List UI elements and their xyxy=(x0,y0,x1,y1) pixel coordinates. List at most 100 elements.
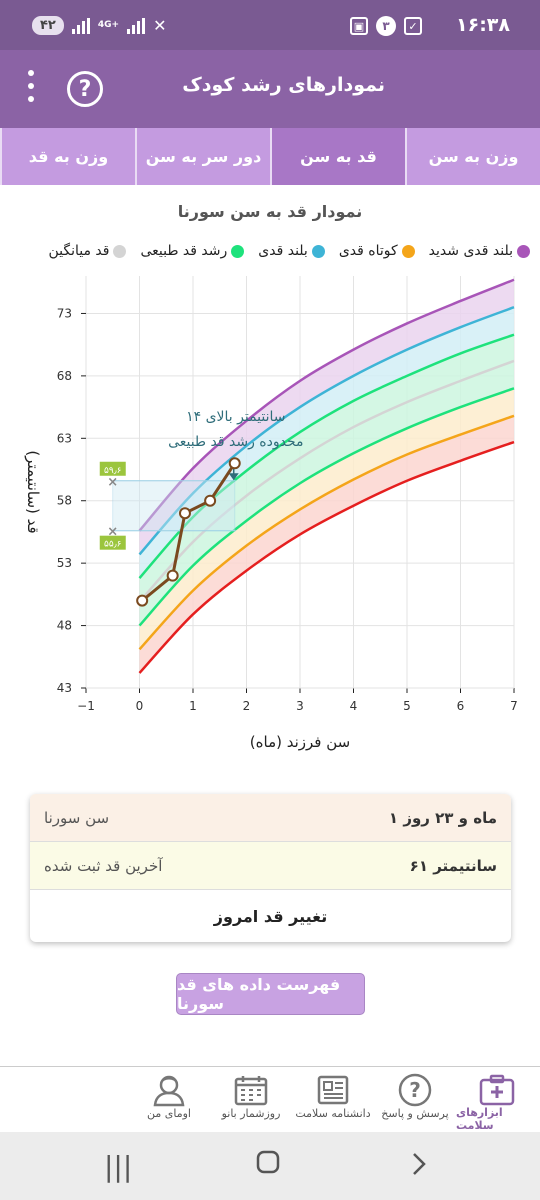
range-high-marker: × xyxy=(107,475,118,490)
legend-dot xyxy=(311,244,325,258)
status-time: ۱۶:۳۸ xyxy=(456,14,510,36)
nav-label: پرسش و پاسخ xyxy=(381,1107,449,1120)
child-height-point xyxy=(228,457,241,470)
legend-item: قد میانگین xyxy=(48,243,127,259)
recent-apps-button[interactable]: ||| xyxy=(104,1150,133,1183)
help-icon[interactable]: ? xyxy=(67,71,103,107)
system-nav-bar: ||| xyxy=(0,1132,540,1200)
normal-range-box xyxy=(112,480,236,532)
calendar-icon xyxy=(233,1073,269,1107)
home-button[interactable] xyxy=(256,1148,280,1183)
range-low-tag-label: ۵۵٫۶ xyxy=(104,540,122,550)
legend-label: بلند قدی شدید xyxy=(428,243,513,259)
age-value: ۱ ماه و ۲۳ روز xyxy=(388,808,497,827)
profile-icon xyxy=(151,1073,187,1107)
nav-label: ابزارهای سلامت xyxy=(456,1106,503,1132)
annotation-text: محدوده رشد قد طبیعی xyxy=(168,434,303,450)
page-title: نمودارهای رشد کودک xyxy=(182,74,385,96)
range-high-tag-bg xyxy=(99,461,126,476)
nav-calendar[interactable]: روزشمار بانو xyxy=(210,1067,292,1132)
x-tick-label: 3 xyxy=(296,699,304,713)
network-type: 4G+ xyxy=(97,20,120,30)
y-tick-label: 43 xyxy=(57,681,72,695)
y-tick-label: 68 xyxy=(57,369,72,383)
status-badges: ▣ ۳ ✓ xyxy=(350,16,422,36)
x-axis-label: سن فرزند (ماه) xyxy=(250,733,350,751)
chart-tabs: وزن به سن قد به سن دور سر به سن وزن به ق… xyxy=(0,128,540,185)
nav-qa[interactable]: ? پرسش و پاسخ xyxy=(374,1067,456,1132)
legend-dot xyxy=(401,244,415,258)
legend-label: قد میانگین xyxy=(48,243,110,259)
newspaper-icon xyxy=(315,1073,351,1107)
age-row: سن سورنا ۱ ماه و ۲۳ روز xyxy=(30,794,511,842)
annotation-arrow-head xyxy=(228,473,239,481)
y-tick-label: 48 xyxy=(57,619,72,633)
signal-icon-2 xyxy=(127,17,146,34)
height-label: آخرین قد ثبت شده xyxy=(44,856,163,875)
info-card: سن سورنا ۱ ماه و ۲۳ روز آخرین قد ثبت شده… xyxy=(30,794,511,942)
nav-label: روزشمار بانو xyxy=(221,1107,281,1120)
percentile-band xyxy=(139,307,514,579)
tab-weight-age[interactable]: وزن به سن xyxy=(405,128,540,185)
screen-record-icon: ▣ xyxy=(350,17,368,35)
change-height-button[interactable]: تغییر قد امروز xyxy=(213,906,328,926)
legend-item: بلند قدی شدید xyxy=(429,243,530,259)
legend-dot xyxy=(113,244,127,258)
child-height-point xyxy=(204,494,217,507)
series-line xyxy=(138,414,515,651)
legend-label: کوتاه قدی xyxy=(338,243,398,259)
series-line xyxy=(138,359,515,603)
legend-dot xyxy=(517,244,530,258)
signal-icon xyxy=(71,17,90,34)
back-button[interactable] xyxy=(410,1150,428,1185)
range-high-tag-label: ۵۹٫۶ xyxy=(104,466,122,476)
child-height-point xyxy=(166,569,179,582)
check-icon: ✓ xyxy=(404,17,422,35)
series-line xyxy=(138,387,515,627)
tab-height-age[interactable]: قد به سن xyxy=(270,128,405,185)
x-tick-label: −1 xyxy=(77,699,95,713)
y-tick-label: 58 xyxy=(57,494,72,508)
x-tick-label: 6 xyxy=(457,699,465,713)
series-line xyxy=(138,333,515,579)
status-left: ۴۲ 4G+ ✕ xyxy=(32,16,166,35)
bottom-nav: ابزارهای سلامت ? پرسش و پاسخ دانشنامه سل… xyxy=(0,1066,540,1132)
series-line xyxy=(138,306,515,556)
percentile-band xyxy=(139,334,514,602)
tab-weight-height[interactable]: وزن به قد xyxy=(0,128,135,185)
medical-kit-icon xyxy=(479,1073,515,1106)
series-line xyxy=(138,278,515,532)
mute-icon: ✕ xyxy=(153,16,167,35)
legend-label: رشد قد طبیعی xyxy=(140,243,228,259)
tab-head-age[interactable]: دور سر به سن xyxy=(135,128,270,185)
legend-item: بلند قدی xyxy=(258,243,325,259)
nav-profile[interactable]: اومای من xyxy=(128,1067,210,1132)
percentile-band xyxy=(139,388,514,650)
percentile-band xyxy=(139,279,514,555)
nav-health-tools[interactable]: ابزارهای سلامت xyxy=(456,1067,538,1132)
child-height-point xyxy=(178,507,191,520)
chart-legend: بلند قدی شدید کوتاه قدی بلند قدی رشد قد … xyxy=(10,243,530,259)
status-bar: ۱۶:۳۸ ▣ ۳ ✓ ۴۲ 4G+ ✕ xyxy=(0,0,540,50)
height-data-list-button[interactable]: فهرست داده های قد سورنا xyxy=(176,973,365,1015)
legend-item: رشد قد طبیعی xyxy=(140,243,245,259)
child-height-point xyxy=(136,594,149,607)
legend-dot xyxy=(231,244,245,258)
chart-title: نمودار قد به سن سورنا xyxy=(177,202,363,221)
nav-encyclopedia[interactable]: دانشنامه سلامت xyxy=(292,1067,374,1132)
y-axis-label: قد (سانتیمتر) xyxy=(24,450,42,533)
x-tick-label: 0 xyxy=(136,699,144,713)
nav-label: اومای من xyxy=(147,1107,191,1120)
y-tick-label: 53 xyxy=(57,556,72,570)
height-value: ۶۱ سانتیمتر xyxy=(409,856,497,875)
battery-indicator: ۴۲ xyxy=(32,16,64,35)
more-menu-icon[interactable] xyxy=(28,70,34,102)
notification-count-badge: ۳ xyxy=(376,16,396,36)
annotation-text: ۱۴ سانتیمتر بالای xyxy=(186,409,285,425)
height-row: آخرین قد ثبت شده ۶۱ سانتیمتر xyxy=(30,842,511,890)
percentile-band xyxy=(139,415,514,674)
x-tick-label: 5 xyxy=(403,699,411,713)
app-bar: نمودارهای رشد کودک ? xyxy=(0,50,540,128)
nav-label: دانشنامه سلامت xyxy=(295,1107,371,1120)
